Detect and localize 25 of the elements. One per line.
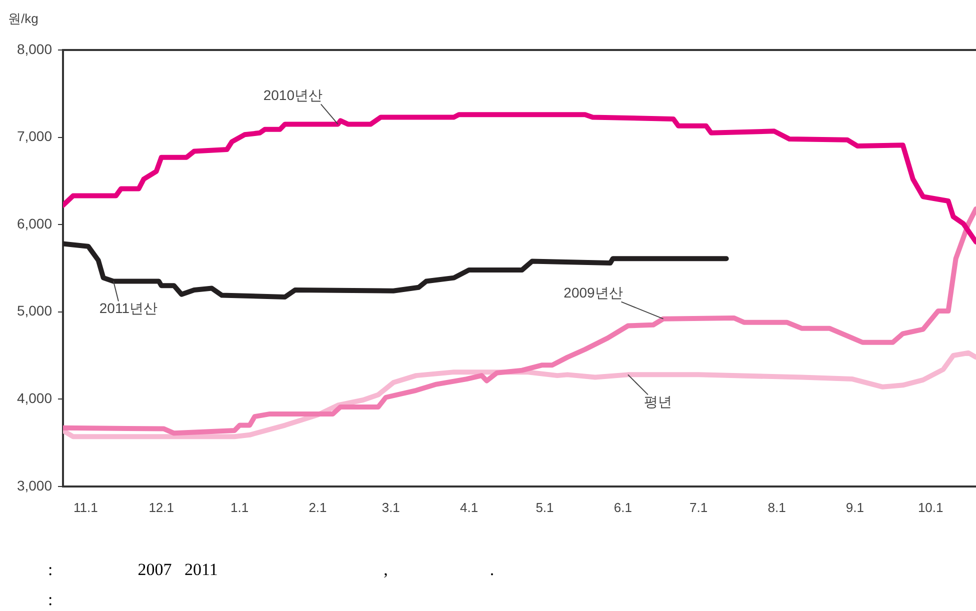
x-tick-label: 6.1: [614, 500, 632, 515]
series-label: 2011년산: [99, 300, 158, 316]
x-tick-label: 7.1: [690, 500, 708, 515]
x-tick-label: 9.1: [846, 500, 864, 515]
series-label: 2009년산: [564, 284, 623, 301]
x-tick-label: 5.1: [536, 500, 554, 515]
text: : 2007 2011 , .: [48, 559, 494, 581]
y-tick-label: 8,000: [16, 40, 52, 57]
x-tick-label: 3.1: [382, 500, 400, 515]
series-label: 2010년산: [263, 87, 322, 104]
x-tick-label: 1.1: [230, 500, 249, 515]
x-tick-label: 11.1: [74, 500, 98, 515]
x-tick-label: 2.1: [308, 500, 327, 515]
y-tick-label: 3,000: [16, 477, 52, 494]
x-tick-label: 10.1: [918, 500, 944, 515]
x-tick-label: 4.1: [460, 500, 478, 515]
y-tick-label: 7,000: [16, 128, 52, 144]
series-label: 평년: [644, 394, 672, 410]
x-tick-label: 12.1: [148, 500, 174, 515]
text: :: [48, 589, 54, 611]
y-axis-title: 원/kg: [8, 10, 38, 28]
y-tick-label: 4,000: [16, 390, 52, 406]
y-tick-label: 5,000: [16, 302, 52, 319]
y-tick-label: 6,000: [16, 215, 52, 232]
x-tick-label: 8.1: [768, 500, 786, 515]
